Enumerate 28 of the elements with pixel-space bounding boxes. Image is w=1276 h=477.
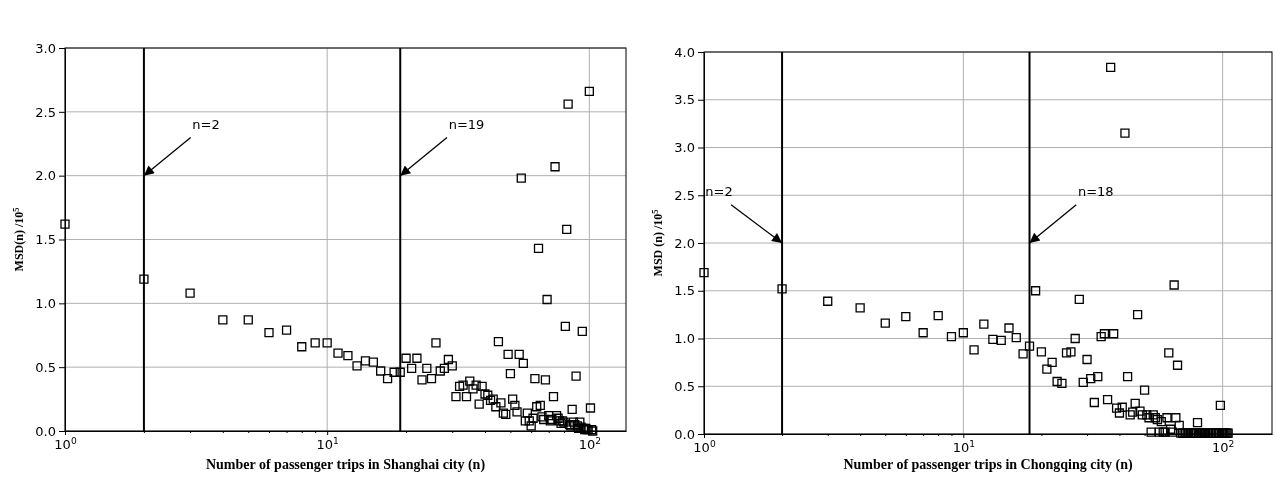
annotation: n=19 — [448, 116, 485, 132]
x-tick-label: 10$^{0}$ — [54, 436, 77, 453]
y-tick-label: 3.0 — [35, 40, 56, 56]
y-tick-label: 1.5 — [35, 232, 56, 248]
x-tick-label: 10$^{2}$ — [578, 436, 601, 453]
y-tick-label: 0.0 — [35, 423, 56, 439]
y-tick-label: 1.5 — [674, 283, 695, 299]
y-tick-label: 0.5 — [674, 378, 695, 394]
y-tick-label: 2.5 — [35, 104, 56, 120]
y-tick-label: 2.0 — [674, 235, 695, 251]
x-axis-title: Number of passenger trips in Shanghai city (n) — [205, 457, 486, 473]
y-tick-label: 0.5 — [35, 359, 56, 375]
y-tick-label: 1.0 — [674, 331, 695, 347]
x-tick-label: 10$^{2}$ — [1211, 439, 1235, 456]
x-tick-label: 10$^{0}$ — [693, 439, 716, 456]
x-tick-label: 10$^{1}$ — [952, 439, 975, 456]
y-tick-label: 2.0 — [35, 168, 56, 184]
annotation: n=18 — [1077, 184, 1114, 199]
annotation: n=2 — [192, 116, 220, 132]
annotation: n=2 — [705, 184, 733, 199]
y-tick-label: 3.0 — [674, 140, 695, 156]
x-tick-label: 10$^{1}$ — [316, 436, 339, 453]
y-tick-label: 0.0 — [674, 426, 695, 442]
y-tick-label: 3.5 — [674, 92, 695, 108]
x-axis-title: Number of passenger trips in Chongqing city (n) — [843, 457, 1133, 473]
y-tick-label: 1.0 — [35, 295, 56, 311]
y-tick-label: 2.5 — [674, 187, 695, 203]
y-tick-label: 4.0 — [674, 44, 695, 60]
